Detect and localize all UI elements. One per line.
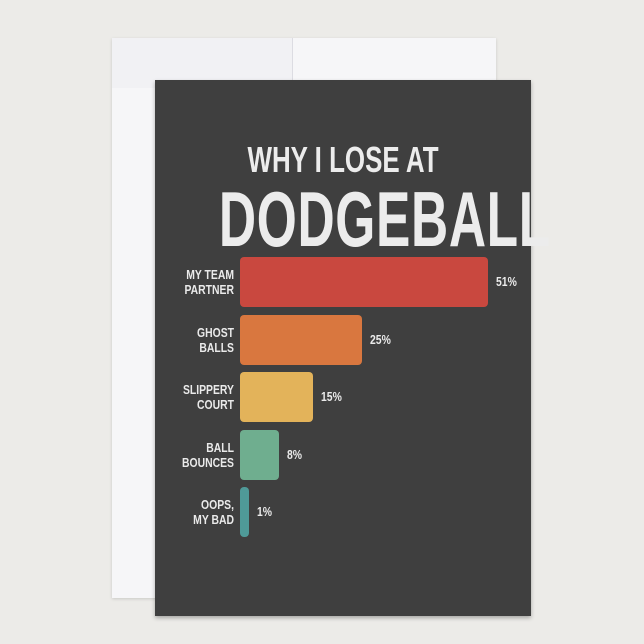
category-label-line: BALL — [206, 439, 234, 455]
category-label-line: MY TEAM — [186, 267, 234, 282]
category-label-line: SLIPPERY — [182, 382, 234, 397]
category-label-line: PARTNER — [184, 282, 235, 297]
category-label: OOPS, MY BAD — [138, 497, 234, 527]
category-label-line: BOUNCES — [181, 454, 234, 470]
category-label: BALL BOUNCES — [138, 440, 234, 470]
bar — [240, 487, 249, 537]
value-label: 15% — [320, 389, 342, 404]
category-label-line: MY BAD — [193, 512, 234, 527]
bar — [240, 429, 279, 480]
category-label-line: GHOST — [197, 324, 234, 340]
dodgeball-chart-card: WHY I LOSE AT DODGEBALL MY TEAM PARTNER 51… — [155, 80, 551, 616]
value-label: 51% — [495, 274, 517, 289]
category-label-line: OOPS, — [201, 497, 234, 512]
category-label-line: BALLS — [199, 339, 234, 355]
category-label: GHOST BALLS — [138, 325, 234, 355]
bar — [240, 257, 488, 307]
category-label-line: COURT — [197, 397, 234, 412]
back-card-flap — [112, 38, 293, 88]
chart-subtitle: DODGEBALL — [218, 175, 551, 263]
value-label: 1% — [257, 504, 273, 519]
category-label: SLIPPERY COURT — [138, 382, 234, 412]
category-label: MY TEAM PARTNER — [138, 267, 235, 297]
chart-title: WHY I LOSE AT — [247, 139, 439, 180]
bar — [240, 372, 313, 422]
bar — [240, 314, 362, 365]
value-label: 25% — [369, 331, 391, 347]
value-label: 8% — [286, 446, 302, 462]
